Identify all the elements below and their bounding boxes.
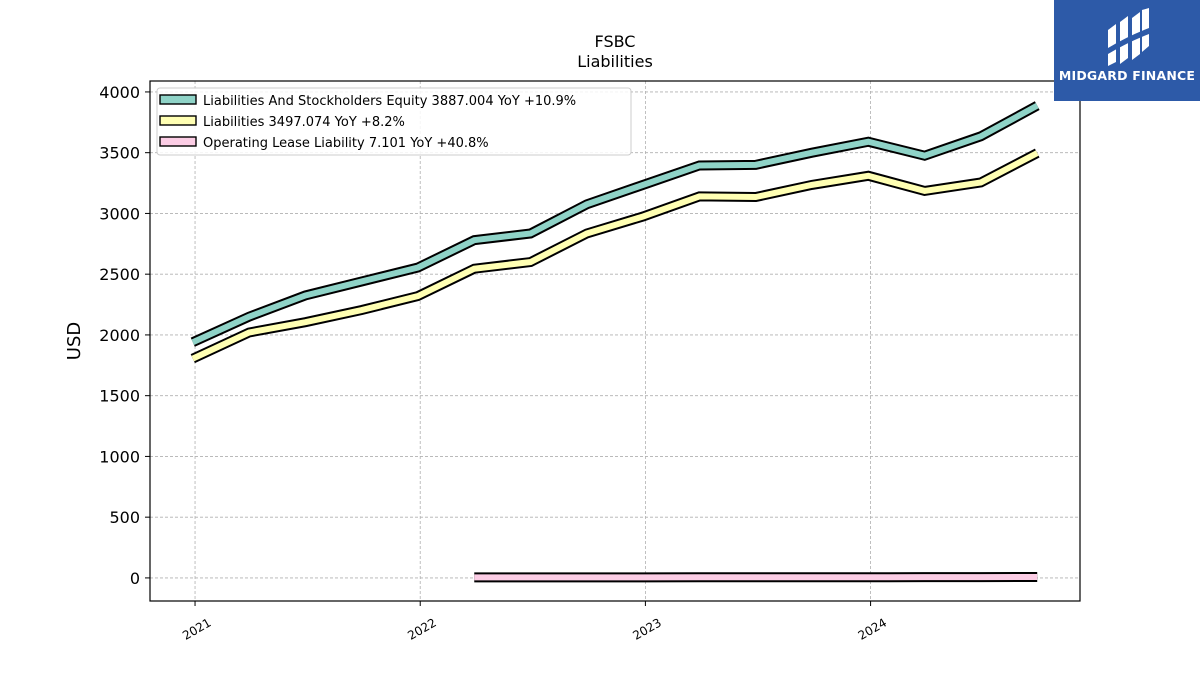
y-tick-label: 500	[109, 508, 140, 527]
series-1	[190, 148, 1040, 364]
x-tick-label: 2021	[180, 615, 213, 642]
plot-frame	[149, 80, 1081, 602]
y-axis-label: USD	[64, 322, 85, 360]
chart-subtitle: Liabilities	[577, 52, 653, 71]
series-layer	[190, 101, 1040, 583]
series-0	[190, 101, 1040, 347]
x-tick-label: 2024	[856, 615, 889, 642]
series-line-outline	[190, 148, 1040, 364]
grid	[150, 81, 1080, 601]
legend-swatch	[159, 115, 197, 126]
brand-logo: MIDGARD FINANCE	[1054, 0, 1200, 101]
legend-entry: Liabilities 3497.074 YoY +8.2%	[203, 115, 405, 130]
brand-name: MIDGARD FINANCE	[1058, 68, 1196, 83]
y-tick-label: 1000	[99, 447, 140, 466]
legend-entry: Liabilities And Stockholders Equity 3887…	[203, 94, 576, 109]
series-line	[191, 103, 1039, 345]
brand-mark-icon	[1108, 8, 1149, 66]
x-tick-label: 2022	[405, 615, 438, 642]
legend-swatch	[159, 94, 197, 105]
y-tick-label: 2500	[99, 265, 140, 284]
y-tick-label: 2000	[99, 326, 140, 345]
x-axis: 2021 2022 2023 2024	[180, 601, 889, 643]
series-line	[191, 150, 1039, 362]
y-tick-label: 1500	[99, 387, 140, 406]
y-tick-label: 3000	[99, 204, 140, 223]
legend-entry: Operating Lease Liability 7.101 YoY +40.…	[203, 136, 489, 151]
legend-box	[156, 87, 632, 156]
y-axis: 0 500 1000 1500 2000 2500 3000 3500 4000	[99, 83, 150, 588]
y-tick-label: 4000	[99, 83, 140, 102]
x-tick-label: 2023	[630, 615, 663, 642]
legend-swatch	[159, 136, 197, 147]
y-tick-label: 0	[130, 569, 140, 588]
legend: Liabilities And Stockholders Equity 3887…	[156, 87, 632, 156]
chart-title: FSBC	[595, 32, 636, 51]
y-tick-label: 3500	[99, 144, 140, 163]
